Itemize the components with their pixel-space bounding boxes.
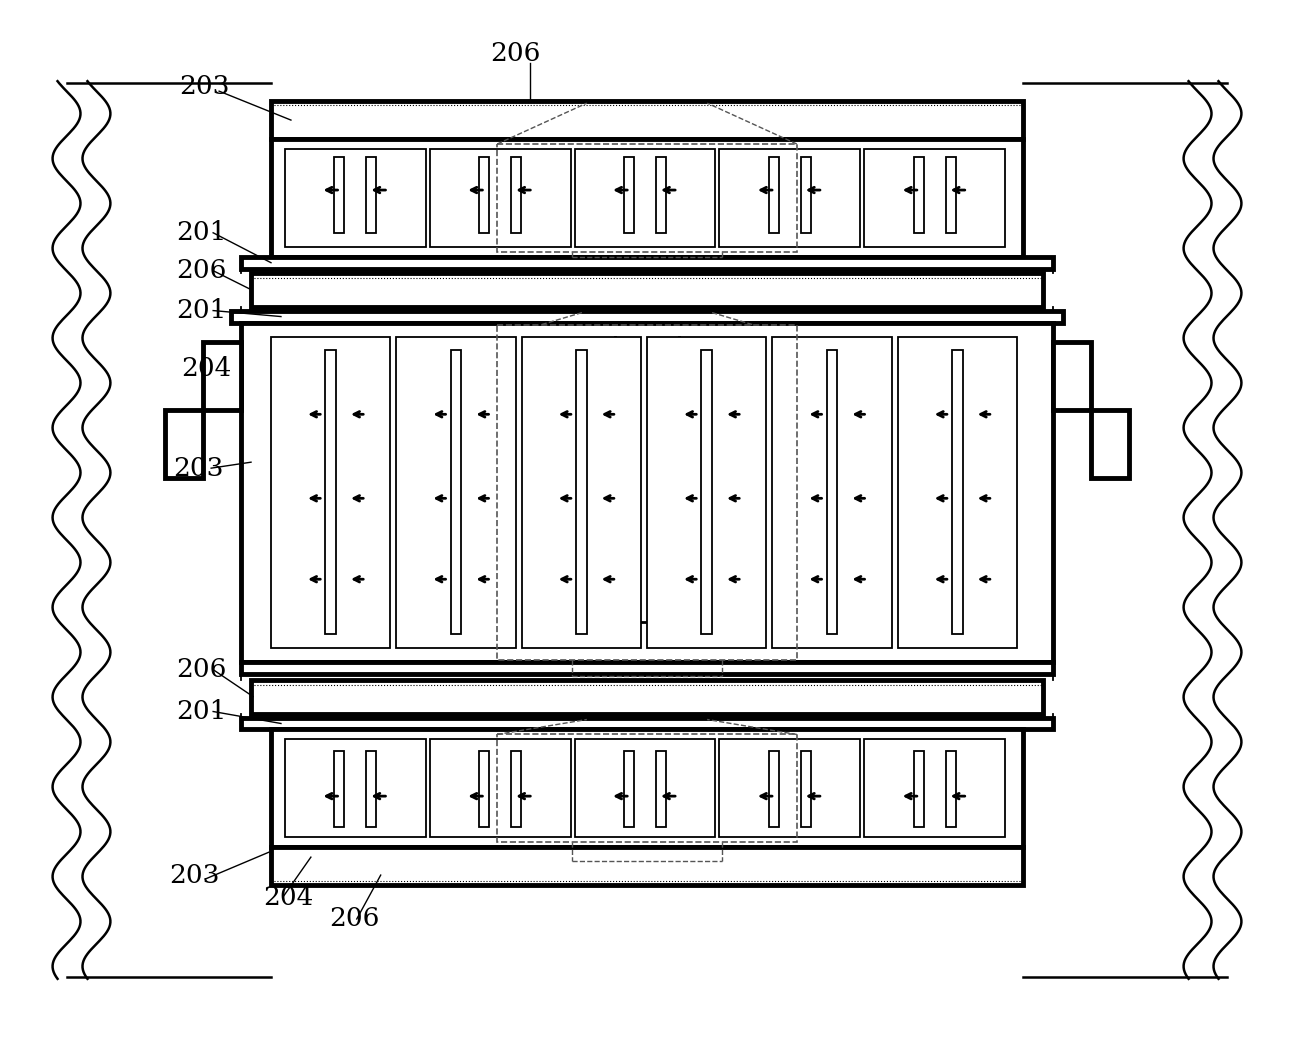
Bar: [801, 751, 811, 827]
Text: 204: 204: [181, 355, 232, 381]
Text: 206: 206: [176, 258, 226, 284]
Bar: [241, 257, 1053, 269]
Bar: [241, 323, 1053, 661]
Bar: [325, 350, 336, 634]
Bar: [479, 751, 489, 827]
Bar: [952, 350, 963, 634]
Bar: [511, 751, 521, 827]
Bar: [521, 336, 641, 647]
Bar: [251, 273, 1043, 307]
Bar: [166, 411, 203, 478]
Bar: [773, 336, 892, 647]
Bar: [334, 751, 344, 827]
Bar: [270, 729, 1024, 847]
Bar: [251, 679, 1043, 713]
Bar: [511, 157, 521, 233]
Bar: [497, 325, 797, 659]
Bar: [769, 751, 779, 827]
Bar: [241, 717, 1053, 729]
Bar: [946, 751, 955, 827]
Bar: [914, 157, 924, 233]
Text: 203: 203: [170, 862, 220, 888]
Bar: [914, 751, 924, 827]
Bar: [334, 157, 344, 233]
Bar: [575, 740, 716, 837]
Bar: [898, 336, 1017, 647]
Bar: [232, 311, 1062, 323]
Bar: [479, 157, 489, 233]
Bar: [647, 336, 766, 647]
Bar: [450, 350, 462, 634]
Text: 201: 201: [176, 298, 226, 323]
Bar: [270, 847, 1024, 886]
Text: 206: 206: [490, 41, 541, 66]
Bar: [285, 149, 426, 247]
Bar: [769, 157, 779, 233]
Bar: [430, 740, 571, 837]
Bar: [864, 149, 1005, 247]
Bar: [656, 751, 666, 827]
Bar: [701, 350, 712, 634]
Text: 206: 206: [329, 907, 379, 931]
Bar: [719, 149, 861, 247]
Bar: [864, 740, 1005, 837]
Text: 203: 203: [180, 74, 230, 98]
Bar: [827, 350, 837, 634]
Text: 204: 204: [263, 884, 313, 910]
Bar: [285, 740, 426, 837]
Bar: [719, 740, 861, 837]
Bar: [270, 139, 1024, 257]
Bar: [576, 350, 586, 634]
Bar: [430, 149, 571, 247]
Bar: [366, 751, 377, 827]
Bar: [396, 336, 516, 647]
Bar: [1091, 411, 1128, 478]
Bar: [203, 343, 241, 411]
Bar: [366, 157, 377, 233]
Bar: [1053, 343, 1091, 411]
Bar: [497, 734, 797, 842]
Bar: [270, 102, 1024, 139]
Bar: [656, 157, 666, 233]
Text: 201: 201: [176, 220, 226, 245]
Bar: [575, 149, 716, 247]
Bar: [624, 751, 634, 827]
Bar: [801, 157, 811, 233]
Text: 201: 201: [176, 699, 226, 724]
Bar: [241, 661, 1053, 674]
Bar: [946, 157, 955, 233]
Text: 203: 203: [173, 456, 224, 480]
Bar: [270, 336, 391, 647]
Bar: [624, 157, 634, 233]
Bar: [497, 144, 797, 252]
Text: 206: 206: [176, 657, 226, 682]
